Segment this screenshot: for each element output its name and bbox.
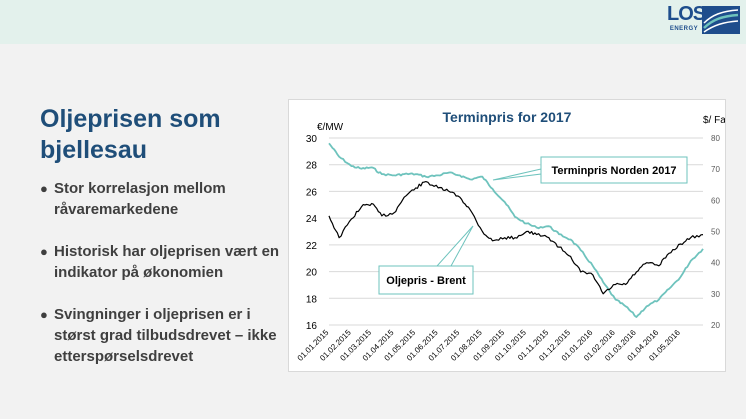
y-right-tick-label: 50 [711,228,720,237]
bullet-icon: ● [40,181,48,196]
bullet-icon: ● [40,244,48,259]
wave-icon [702,6,740,34]
los-energy-logo: LOS ENERGY [667,3,741,37]
callout-pointer-brent [435,225,474,267]
y-left-tick-label: 22 [306,241,318,252]
y-right-tick-label: 80 [711,134,720,143]
y-right-label: $/ Fat [703,115,725,126]
y-left-tick-label: 28 [306,161,318,172]
bullet-icon: ● [40,307,48,322]
callout-pointer-terminpris [492,168,542,181]
logo-text: LOS [667,3,706,25]
y-left-tick-label: 18 [306,294,318,305]
bullet-text: Svingninger i oljeprisen er i størst gra… [54,306,277,365]
callout-text-terminpris: Terminpris Norden 2017 [551,165,676,177]
slide-title: Oljeprisen som bjellesau [40,105,221,164]
bullet-item: ● Svingninger i oljeprisen er i størst g… [40,304,285,367]
y-right-tick-label: 20 [711,321,720,330]
y-right-tick-label: 60 [711,196,720,205]
y-left-label: €/MW [317,122,344,133]
series-line-brent [328,180,704,295]
bullet-text: Historisk har oljeprisen vært en indikat… [54,243,280,281]
callout-text-brent: Oljepris - Brent [386,275,466,287]
callout-box-terminpris [540,156,688,184]
y-left-tick-label: 26 [306,187,318,198]
y-right-tick-label: 30 [711,290,720,299]
bullet-item: ● Stor korrelasjon mellom råvaremarkeden… [40,178,285,220]
y-left-tick-label: 16 [306,321,318,332]
line-chart: Terminpris for 2017 €/MW $/ Fat 16 18 20 22 24 2… [296,109,725,363]
series-line-terminpris [328,142,704,318]
header-band [0,0,746,44]
y-left-tick-label: 24 [306,214,318,225]
chart-title: Terminpris for 2017 [443,109,572,125]
y-left-tick-label: 30 [306,134,318,145]
y-right-tick-label: 40 [711,259,720,268]
chart-card: Terminpris for 2017 €/MW $/ Fat 16 18 20 22 24 2… [288,99,726,372]
logo-subtext: ENERGY [669,26,699,32]
bullet-list: ● Stor korrelasjon mellom råvaremarkeden… [40,178,285,388]
y-left-tick-label: 20 [306,268,318,279]
bullet-text: Stor korrelasjon mellom råvaremarkedene [54,180,226,218]
y-right-tick-label: 70 [711,165,720,174]
callout-box-brent [378,265,474,295]
bullet-item: ● Historisk har oljeprisen vært en indik… [40,241,285,283]
